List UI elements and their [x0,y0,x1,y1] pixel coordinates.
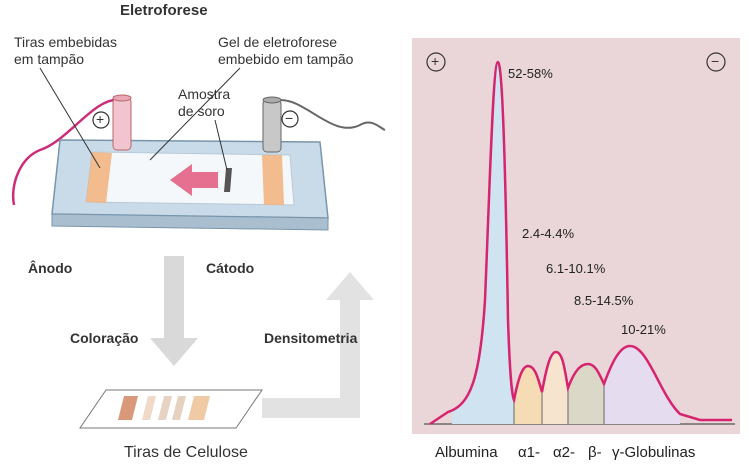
panel-minus-icon [706,52,726,72]
anode-strip [86,152,112,203]
panel-plus-symbol: + [431,53,440,69]
diagram-title: Eletroforese [120,2,208,19]
alpha2-label: α2- [553,444,576,461]
cathode-minus-symbol: − [285,110,294,126]
anode-wire [11,98,123,206]
beta-label: β- [588,444,602,461]
buffer-strips-label-line1: Tiras embebidas [14,34,117,50]
densitogram-panel [412,38,740,434]
anode-plus-symbol: + [96,111,105,127]
albumin-fraction [452,62,514,424]
beta-percent: 8.5-14.5% [574,293,634,308]
densitometry-arrow [262,272,374,418]
alpha1-fraction [514,366,542,424]
cathode-strip [262,155,284,205]
densitometry-label: Densitometria [264,330,358,346]
anode-label: Ânodo [28,260,73,276]
gamma-label: γ-Globulinas [612,444,696,461]
sample-band [224,168,232,192]
alpha1-percent: 2.4-4.4% [522,226,575,241]
panel-plus-icon [426,52,446,72]
alpha2-fraction [542,352,568,424]
migration-arrow [170,164,218,196]
alpha2-percent: 6.1-10.1% [546,261,606,276]
sample-label-line2: de soro [178,103,225,119]
staining-arrow [150,256,198,366]
cathode-wire [271,99,386,131]
gel-label-line2: embebido em tampão [218,51,354,67]
beta-fraction [568,364,604,424]
gamma-percent: 10-21% [621,322,666,337]
cathode-label: Cátodo [206,260,255,276]
cellulose-strips-label: Tiras de Celulose [124,444,248,461]
staining-label: Coloração [70,330,139,346]
buffer-strips-label-line2: em tampão [14,51,85,67]
gel-label-line1: Gel de eletroforese [218,34,338,50]
anode-plus-icon [92,111,110,129]
sample-label-line1: Amostra [178,86,231,102]
cathode-minus-icon [281,110,299,128]
albumin-percent: 52-58% [508,66,553,81]
alpha1-label: α1- [518,444,541,461]
albumin-label: Albumina [435,444,498,461]
densitometry-curve [429,60,732,426]
panel-minus-symbol: − [711,53,720,69]
gamma-fraction [604,346,680,424]
